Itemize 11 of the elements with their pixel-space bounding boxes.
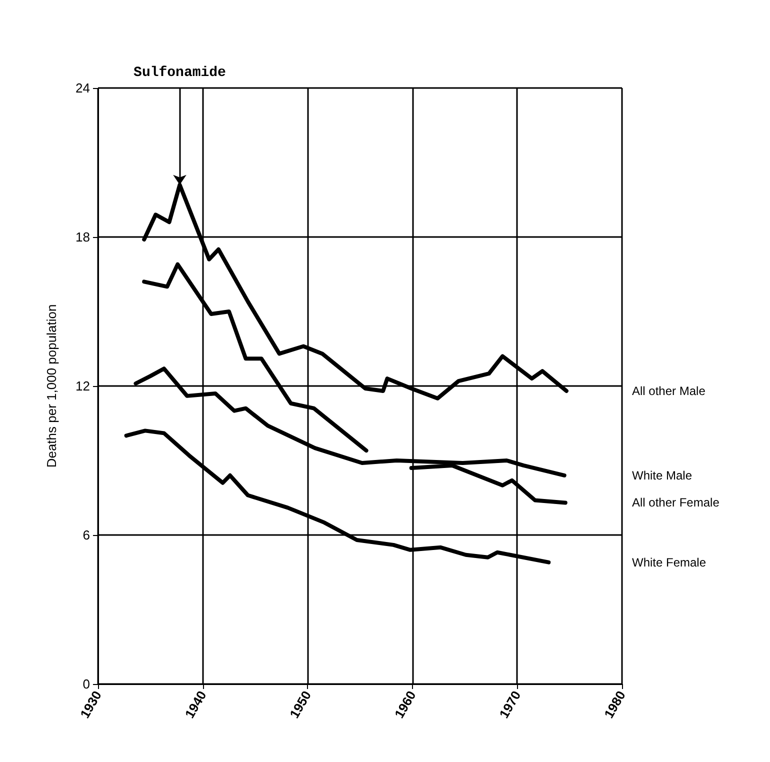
y-axis-title: Deaths per 1,000 population xyxy=(44,304,59,468)
annotation: Sulfonamide xyxy=(134,65,226,81)
y-tick-label: 0 xyxy=(82,676,90,692)
text: White Female xyxy=(632,555,706,570)
y-tick-label: 6 xyxy=(82,528,90,542)
y-tick-label: 24 xyxy=(76,80,90,96)
text: All other Male xyxy=(632,384,706,398)
y-tick-label: 18 xyxy=(76,230,90,244)
y-tick-label: 12 xyxy=(76,378,90,394)
text: All other Female xyxy=(632,496,720,510)
text: White Male xyxy=(632,468,692,482)
